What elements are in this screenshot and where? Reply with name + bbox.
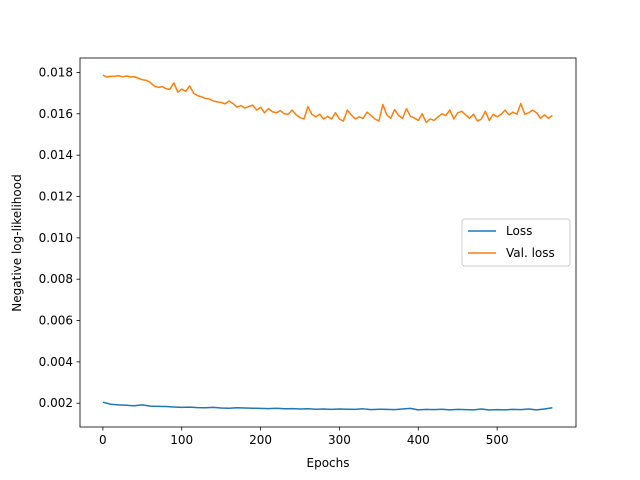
plot-lines <box>102 74 553 411</box>
y-tick-label: 0.012 <box>39 190 73 204</box>
y-tick-label: 0.016 <box>39 107 73 121</box>
legend-label-loss: Loss <box>506 224 532 238</box>
x-ticks: 0 100 200 300 400 500 <box>99 427 509 447</box>
y-tick-label: 0.014 <box>39 148 73 162</box>
series-line-val-loss <box>102 74 553 124</box>
x-tick-label: 400 <box>407 433 430 447</box>
y-axis-label: Negative log-likelihood <box>10 174 24 311</box>
x-axis-label: Epochs <box>307 456 350 470</box>
x-tick-label: 300 <box>328 433 351 447</box>
y-tick-label: 0.004 <box>39 355 73 369</box>
y-tick-label: 0.002 <box>39 396 73 410</box>
legend-label-val-loss: Val. loss <box>506 246 555 260</box>
y-tick-label: 0.018 <box>39 65 73 79</box>
legend: Loss Val. loss <box>461 218 571 267</box>
x-tick-label: 500 <box>486 433 509 447</box>
y-tick-label: 0.008 <box>39 272 73 286</box>
x-tick-label: 100 <box>170 433 193 447</box>
x-tick-label: 200 <box>249 433 272 447</box>
y-tick-label: 0.010 <box>39 231 73 245</box>
series-line-loss <box>102 401 553 411</box>
x-tick-label: 0 <box>99 433 107 447</box>
y-ticks: 0.002 0.004 0.006 0.008 0.010 0.012 0.014 0.016… <box>39 65 80 410</box>
plot-frame <box>79 57 577 428</box>
y-tick-label: 0.006 <box>39 314 73 328</box>
